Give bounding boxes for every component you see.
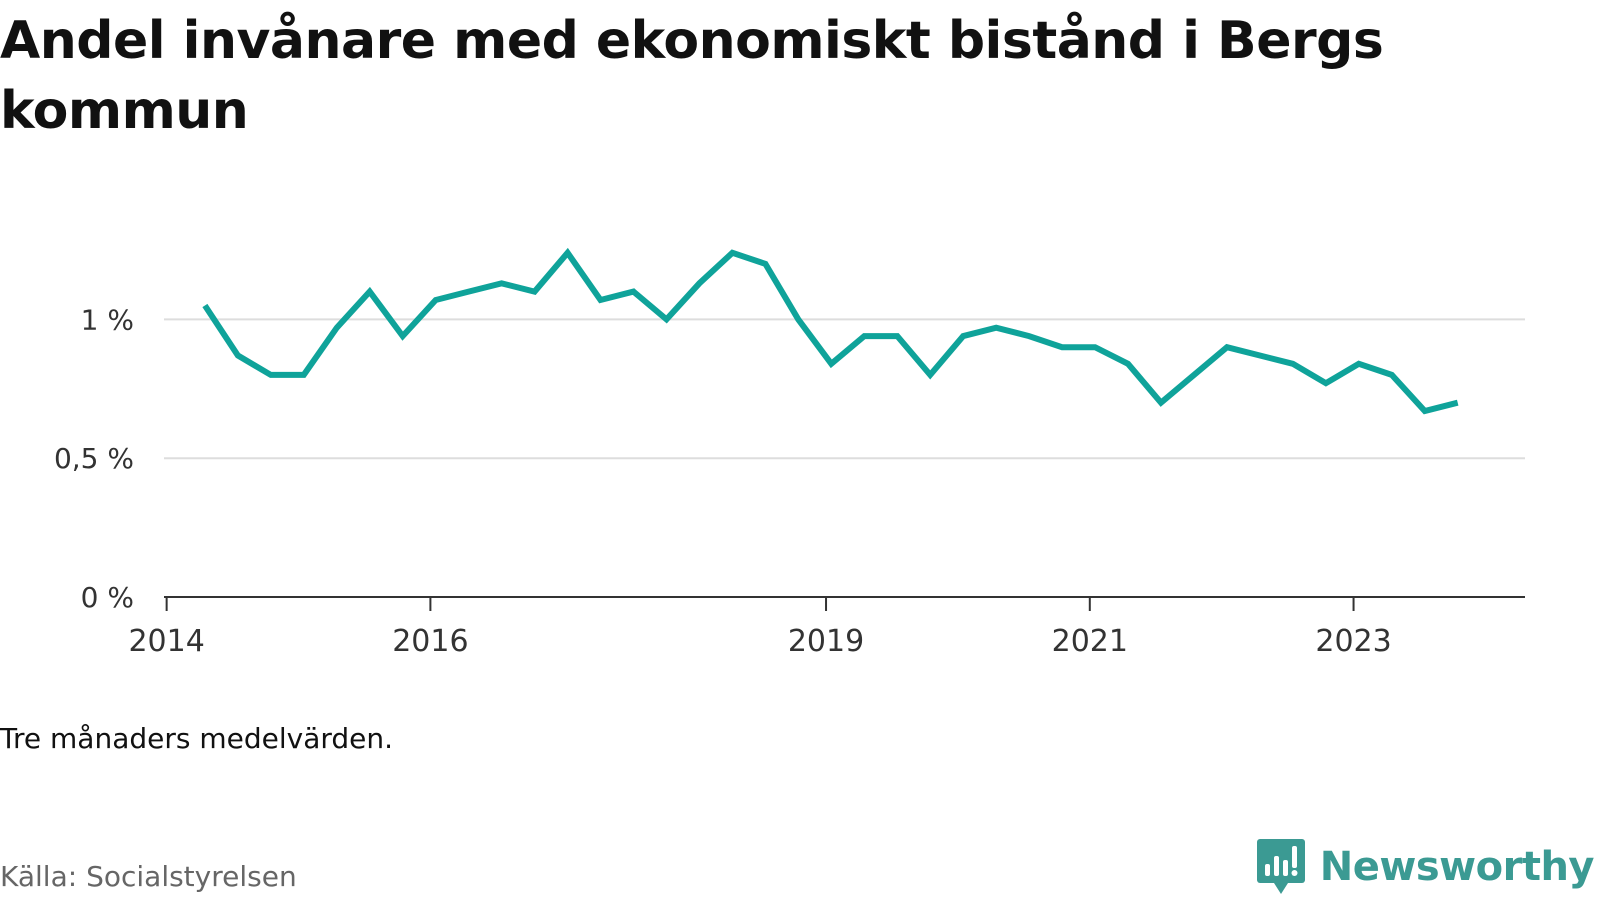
x-tick-label: 2021 <box>1052 624 1128 659</box>
data-point <box>301 372 307 378</box>
data-point <box>1059 344 1065 350</box>
data-point <box>1092 344 1098 350</box>
series <box>202 247 1461 415</box>
y-axis-ticks: 0 % 0,5 % 1 % <box>54 303 134 614</box>
data-point <box>598 297 604 303</box>
x-tick-label: 2019 <box>788 624 864 659</box>
data-point <box>433 297 439 303</box>
data-point <box>400 333 406 339</box>
newsworthy-logo-icon <box>1256 839 1305 894</box>
data-point <box>1389 372 1395 378</box>
data-point <box>532 289 538 295</box>
x-tick-label: 2016 <box>392 624 468 659</box>
data-point <box>565 250 571 256</box>
chart-title: Andel invånare med ekonomiskt bistånd i … <box>0 11 1384 141</box>
data-point <box>1125 361 1131 367</box>
data-point <box>1422 408 1428 414</box>
data-point <box>268 372 274 378</box>
chart-note: Tre månaders medelvärden. <box>0 722 394 755</box>
x-tick-label: 2014 <box>128 624 204 659</box>
data-point <box>1026 333 1032 339</box>
data-point <box>631 289 637 295</box>
data-point <box>664 316 670 322</box>
y-tick-label: 1 % <box>81 303 134 336</box>
data-point <box>993 325 999 331</box>
y-tick-label: 0 % <box>81 581 134 614</box>
data-point <box>861 333 867 339</box>
y-tick-label: 0,5 % <box>54 442 134 475</box>
data-point <box>762 261 768 267</box>
x-tick-label: 2023 <box>1315 624 1391 659</box>
data-point <box>499 280 505 286</box>
data-point <box>696 280 702 286</box>
data-point <box>367 289 373 295</box>
data-point <box>894 333 900 339</box>
data-point <box>334 325 340 331</box>
data-point <box>1323 380 1329 386</box>
data-point <box>927 372 933 378</box>
data-point <box>235 353 241 359</box>
data-point <box>202 303 208 309</box>
x-axis-ticks: 2014 2016 2019 2021 2023 <box>128 597 1392 659</box>
gridlines <box>164 318 1525 460</box>
series-line <box>202 247 1459 415</box>
data-point <box>1257 353 1263 359</box>
data-point <box>1191 372 1197 378</box>
source-text: Källa: Socialstyrelsen <box>0 860 297 893</box>
data-point <box>960 333 966 339</box>
data-point <box>795 316 801 322</box>
data-point <box>1158 400 1164 406</box>
brand-logo: Newsworthy <box>1256 838 1595 896</box>
data-point <box>466 289 472 295</box>
data-point <box>1290 361 1296 367</box>
data-point <box>729 250 735 256</box>
data-point <box>1356 361 1362 367</box>
brand-name: Newsworthy <box>1319 844 1595 890</box>
data-point <box>828 361 834 367</box>
data-point <box>1224 344 1230 350</box>
data-point <box>1455 400 1461 406</box>
